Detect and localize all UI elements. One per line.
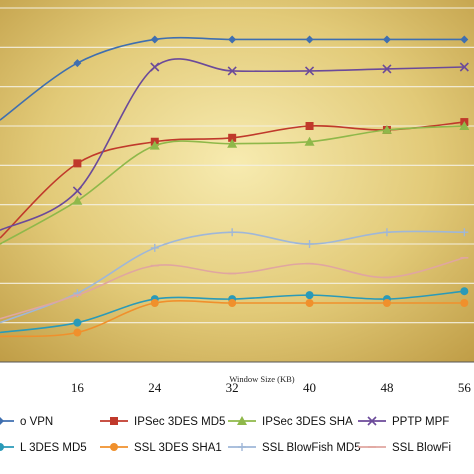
series-pptp-mppe [0,58,469,231]
x-tick-label: 24 [148,380,162,395]
data-point [228,228,237,237]
legend-item: PPTP MPF [358,416,449,428]
legend-marker [367,416,377,426]
data-point [304,66,315,76]
legend-label: SSL BlowFi [392,442,451,454]
data-point [73,59,82,68]
legend-item: IPSec 3DES MD5 [100,416,225,428]
series-ipsec-3des-sha [0,121,470,245]
legend-label: IPSec 3DES MD5 [134,416,225,428]
data-point [73,159,82,168]
legend-marker [0,417,4,425]
data-point [382,299,391,307]
data-point [227,66,237,76]
legend-label: IPSec 3DES SHA [262,416,353,428]
data-point [228,299,237,307]
data-point [382,64,392,74]
data-point [382,35,391,44]
data-point [73,318,82,327]
data-point [150,62,160,72]
legend-label: SSL 3DES SHA1 [134,442,222,454]
data-point [460,228,469,237]
x-tick-label: 32 [226,380,239,395]
series-no-vpn [0,35,469,121]
legend-item: SSL BlowFish MD5 [228,442,361,454]
data-point [150,299,159,307]
data-point [150,243,159,252]
data-point [228,133,237,142]
plot-area-background [0,0,474,362]
legend-marker [110,443,118,451]
legend-box [0,398,474,474]
x-axis-title: Window Size (KB) [229,374,294,384]
data-point [72,186,82,196]
series-ssl-3des-sha1 [0,299,469,338]
data-point [381,124,392,134]
data-point [459,121,470,130]
legend-item: o VPN [0,416,53,428]
data-point [150,35,159,44]
x-tick-label: 56 [458,380,472,395]
legend-item: SSL BlowFi [358,442,451,454]
legend-label: PPTP MPF [392,416,449,428]
legend-item: L 3DES MD5 [0,442,87,454]
x-tick-label: 40 [303,380,316,395]
legend-marker [237,416,247,425]
data-point [305,291,314,300]
legend-marker [110,417,118,425]
data-point [459,62,469,72]
data-point [305,240,314,248]
data-point [460,299,469,307]
data-point [227,138,238,148]
legend-item: IPSec 3DES SHA [228,416,353,428]
data-point [382,228,391,237]
legend-item: SSL 3DES SHA1 [100,442,222,454]
data-point [305,122,314,130]
data-point [304,136,315,146]
legend-marker [0,443,4,451]
series-ssl-blowfish-md5 [0,228,469,324]
data-point [460,287,469,296]
data-point [72,195,83,205]
legend-marker [238,443,246,451]
x-tick-label: 48 [380,380,393,395]
data-point [305,299,314,307]
legend-label: SSL BlowFish MD5 [262,442,361,454]
data-point [228,35,237,44]
data-point [460,35,469,44]
legend: o VPN IPSec 3DES MD5 IPSec 3DES SHA PPTP MP… [0,416,451,454]
legend-label: o VPN [20,416,53,428]
legend-label: L 3DES MD5 [20,442,87,454]
data-point [149,140,160,150]
x-tick-labels: 16 24 32 40 48 56 [71,380,471,395]
series-layer [0,35,470,338]
x-tick-label: 16 [71,380,85,395]
data-point [305,35,314,44]
series-ssl-blowfish-sha1 [0,256,469,320]
data-point [73,328,82,337]
